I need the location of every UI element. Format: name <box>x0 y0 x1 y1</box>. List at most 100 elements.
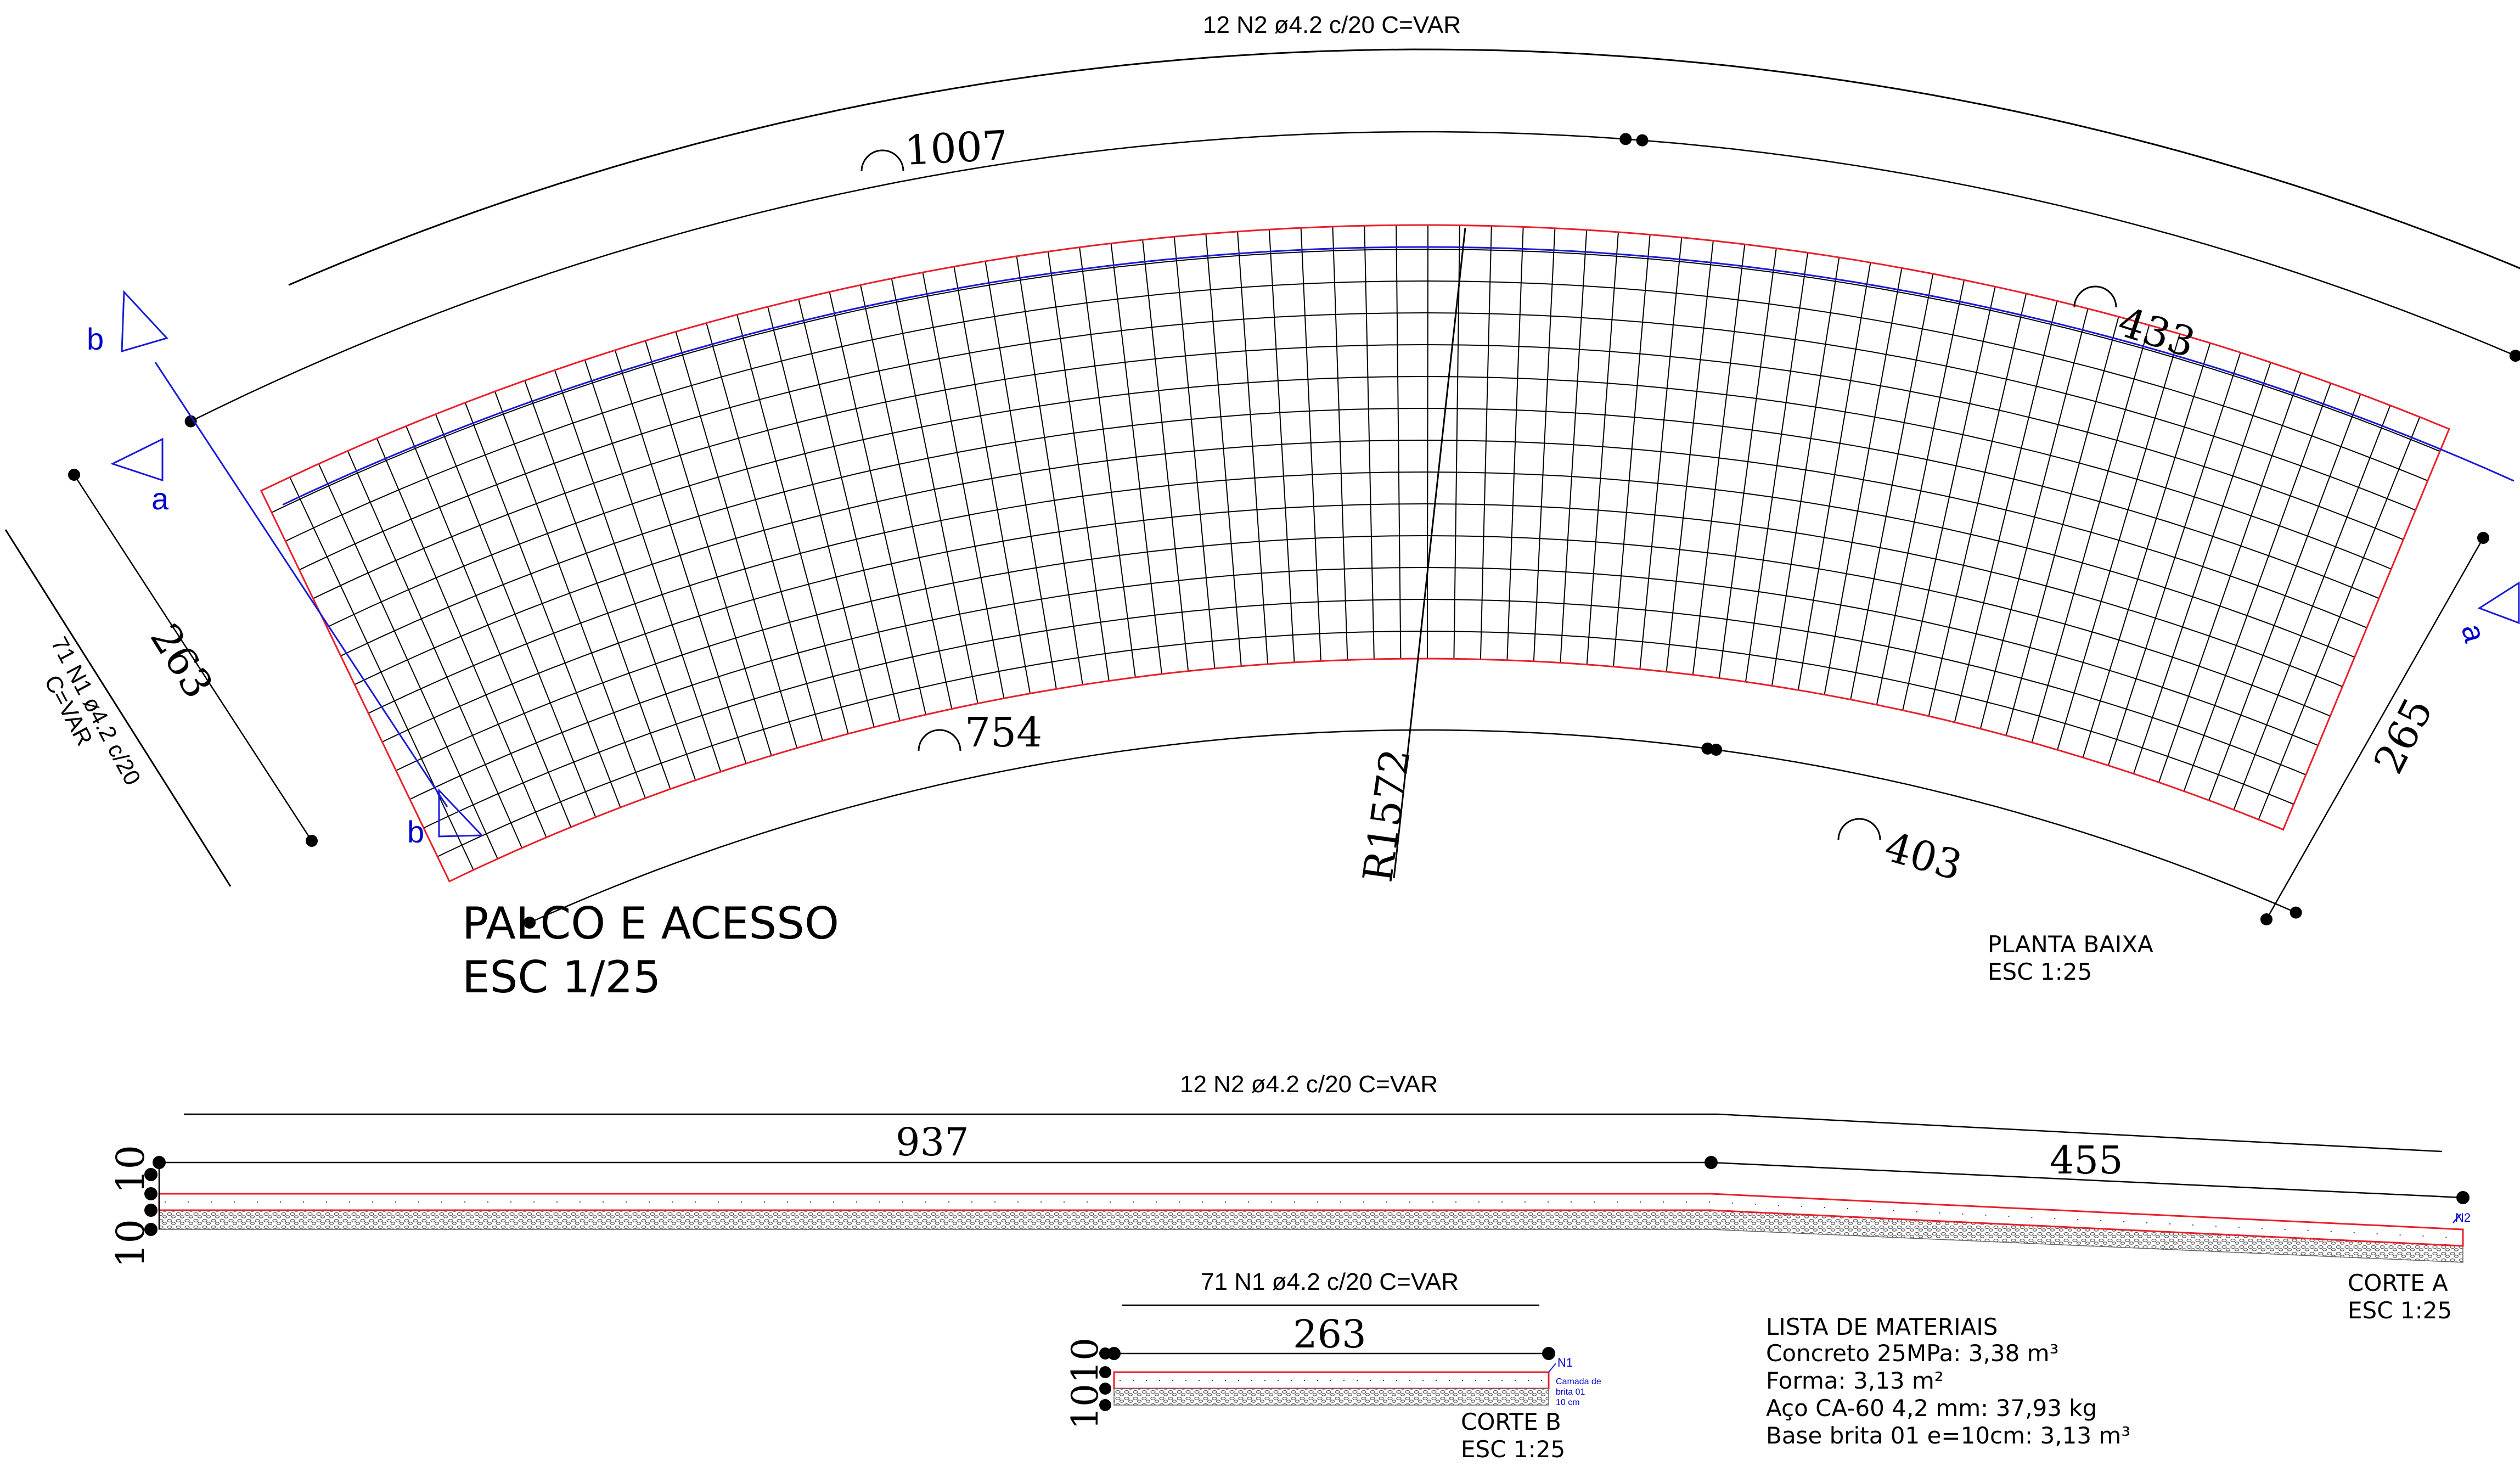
arc-symbol-top <box>860 149 904 172</box>
arc-length-top: 1007 <box>903 122 1009 175</box>
rebar-radial <box>1926 283 2029 727</box>
rebar-radial <box>1717 237 1779 689</box>
rebar-radial <box>951 255 1033 705</box>
rebar-longitudinal <box>261 248 2449 525</box>
rebar-radial <box>920 261 1007 710</box>
radius-line <box>1393 227 1466 879</box>
top-bar-label: 12 N2 ø4.2 c/20 C=VAR <box>1203 12 1461 38</box>
rebar-radial <box>1559 225 1588 674</box>
width-dimension-left <box>73 474 313 841</box>
dim-dot <box>1107 1347 1121 1360</box>
rebar-radial <box>2254 406 2425 830</box>
plan-view-scale: ESC 1:25 <box>1988 958 2092 985</box>
section-a-scale: ESC 1:25 <box>2348 1297 2452 1324</box>
materials-item: Forma: 3,13 m² <box>1766 1367 1944 1394</box>
rebar-longitudinal <box>360 503 2365 753</box>
dim-dot <box>1542 1347 1555 1360</box>
rebar-radial <box>1821 257 1905 706</box>
section-a-gravel-base <box>159 1210 2463 1263</box>
rebar-radial <box>795 288 903 732</box>
rebar-radial <box>2155 362 2305 793</box>
dim-dot <box>306 835 318 847</box>
dim-dot <box>1099 1399 1111 1411</box>
rebar-radial <box>372 428 552 848</box>
materials-item: Concreto 25MPa: 3,38 m³ <box>1766 1340 2058 1367</box>
rebar-radial <box>826 281 929 726</box>
rebar-radial <box>2028 314 2153 754</box>
rebar-radial <box>581 349 725 783</box>
dim-dot <box>68 469 80 481</box>
rebar-longitudinal <box>402 598 2327 839</box>
arc-length-bottom-right: 403 <box>1880 823 1967 890</box>
rebar-radial <box>1874 269 1967 716</box>
rebar-radial <box>1585 225 1620 676</box>
section-label-b-top: b <box>87 322 104 356</box>
rebar-radial <box>733 304 852 745</box>
dim-dot <box>144 1187 158 1200</box>
side-left-dimension: 263 <box>141 616 222 706</box>
section-b-leader <box>1548 1363 1556 1373</box>
rebar-longitudinal <box>374 535 2353 782</box>
rebar-radial <box>642 330 775 767</box>
dim-dot <box>184 415 197 428</box>
rebar-radial <box>2129 351 2275 785</box>
dim-dot <box>2477 532 2489 544</box>
rebar-radial <box>1109 232 1164 686</box>
arc-symbol-top-right <box>2073 285 2117 308</box>
rebar-radial <box>857 274 955 720</box>
rebar-longitudinal <box>303 375 2415 639</box>
rebar-radial <box>611 339 750 774</box>
section-a-dim-line-2 <box>1711 1161 2463 1199</box>
dim-dot <box>2509 350 2520 362</box>
rebar-radial <box>490 381 650 809</box>
rebar-radial <box>1480 225 1493 671</box>
section-marker-a-right <box>2477 581 2520 625</box>
rebar-radial <box>2079 332 2214 768</box>
slab-outline <box>260 224 2450 883</box>
rebar-longitudinal <box>261 280 2449 553</box>
section-a-bar-label: 12 N2 ø4.2 c/20 C=VAR <box>1180 1071 1438 1098</box>
dim-dot <box>144 1168 158 1181</box>
section-b-note-3: 10 cm <box>1556 1398 1580 1407</box>
rebar-radial <box>1664 229 1715 683</box>
rebar-radial <box>460 392 625 818</box>
rebar-radial <box>764 296 878 738</box>
rebar-radial <box>1691 233 1747 686</box>
section-marker-b-top <box>121 290 168 353</box>
section-b-label: CORTE B <box>1461 1408 1561 1435</box>
rebar-radial <box>1204 225 1243 677</box>
rebar-radial <box>2003 306 2122 746</box>
rebar-radial <box>1977 297 2091 740</box>
section-b-dim-263: 263 <box>1293 1312 1366 1357</box>
section-b-n1-label: N1 <box>1557 1356 1573 1369</box>
rebar-radial <box>1014 245 1085 696</box>
rebar-radial <box>1395 225 1402 670</box>
rebar-radial <box>1426 225 1429 670</box>
rebar-radial <box>1077 236 1138 688</box>
rebar-radial <box>2179 372 2335 802</box>
plan-view: b a b a 12 N2 ø4.2 c/20 C=VAR 1007 433 7… <box>4 12 2520 1003</box>
rebar-radial <box>401 415 576 838</box>
dim-dot <box>144 1204 158 1217</box>
drawing-scale: ESC 1/25 <box>462 952 661 1003</box>
rebar-radial <box>2104 341 2245 777</box>
rebar-longitudinal <box>318 407 2403 667</box>
dim-dot <box>144 1223 158 1236</box>
section-a-bar-line <box>184 1113 2443 1153</box>
section-b-note-2: brita 01 <box>1556 1388 1585 1397</box>
section-b-gravel-base <box>1113 1388 1549 1406</box>
section-b-thickness: 1010 <box>1064 1338 1106 1430</box>
plan-view-label: PLANTA BAIXA <box>1988 931 2153 958</box>
rebar-radial <box>888 267 981 715</box>
arc-symbol-bottom <box>918 729 961 751</box>
inner-dimension-arc <box>529 729 2297 924</box>
section-marker-b-bottom <box>438 788 484 838</box>
plan-dimension-lines <box>4 48 2520 929</box>
dim-dot <box>1619 133 1632 145</box>
rebar-radial <box>672 321 801 759</box>
rebar-radial <box>1951 290 2061 733</box>
rebar-radial <box>1638 226 1684 680</box>
rebar-radial <box>2204 383 2365 811</box>
rebar-longitudinal <box>275 312 2440 582</box>
section-a-n2-label: N2 <box>2455 1211 2471 1225</box>
